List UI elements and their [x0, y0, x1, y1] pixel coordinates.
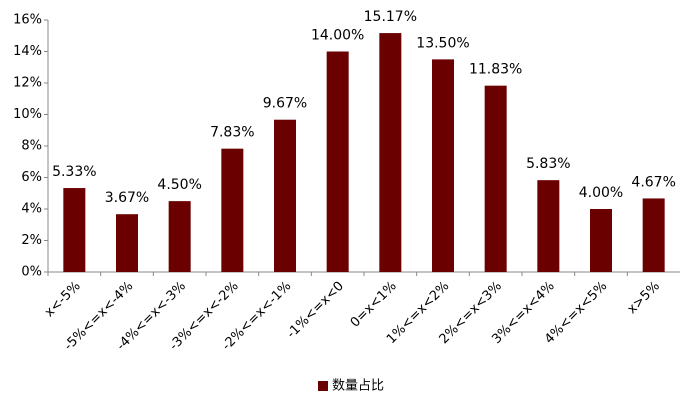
y-tick-label: 0%: [21, 265, 42, 280]
data-label: 7.83%: [210, 125, 254, 141]
y-tick-label: 2%: [21, 233, 42, 248]
y-tick-label: 4%: [21, 202, 42, 217]
y-tick-label: 10%: [13, 107, 42, 122]
bar: [379, 33, 402, 273]
bar: [116, 214, 138, 272]
x-tick-label: x>5%: [625, 279, 663, 317]
data-label: 9.67%: [263, 96, 307, 112]
bar: [63, 188, 86, 272]
bar: [484, 85, 507, 273]
y-tick-label: 16%: [13, 13, 42, 28]
bar: [221, 148, 244, 272]
y-tick-label: 12%: [13, 76, 42, 91]
data-label: 14.00%: [311, 28, 364, 44]
bar: [274, 119, 296, 272]
data-label: 3.67%: [105, 190, 149, 206]
data-label: 4.00%: [579, 185, 623, 201]
bar: [432, 59, 454, 272]
data-label: 5.83%: [526, 156, 570, 172]
y-tick-label: 8%: [21, 139, 42, 154]
bar: [168, 201, 191, 272]
y-tick-label: 6%: [21, 170, 42, 185]
data-label: 15.17%: [364, 9, 417, 25]
x-tick-label: x<-5%: [42, 279, 84, 321]
data-label: 4.50%: [157, 177, 201, 193]
data-label: 13.50%: [416, 35, 469, 51]
data-label: 11.83%: [469, 62, 522, 78]
legend-swatch: [318, 381, 328, 391]
bar: [642, 198, 665, 272]
x-tick-label: 0=x<1%: [348, 279, 400, 331]
x-tick-label: -1%<=x<0: [284, 279, 347, 342]
y-tick-label: 14%: [13, 44, 42, 59]
legend-label: 数量占比: [332, 379, 384, 394]
data-label: 5.33%: [52, 164, 96, 180]
data-label: 4.67%: [631, 174, 675, 190]
bar: [590, 209, 612, 272]
bar: [537, 180, 560, 272]
bar: [326, 51, 349, 272]
